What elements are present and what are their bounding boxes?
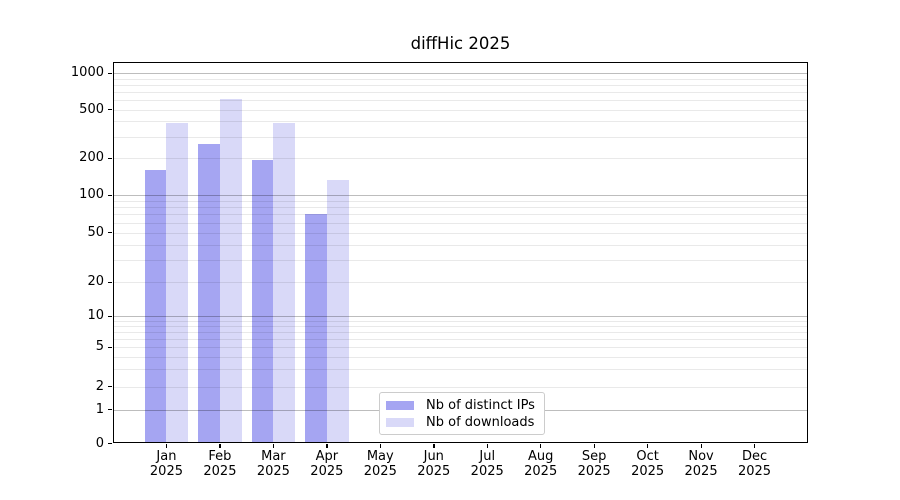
minor-gridline [113,386,808,388]
legend-row-distinct-ips: Nb of distinct IPs [380,397,544,414]
legend-row-downloads: Nb of downloads [380,414,544,431]
x-tick-mark [272,444,275,448]
x-tick-label-sep: Sep 2025 [577,449,611,479]
major-gridline [113,316,808,317]
minor-gridline [113,78,808,80]
x-tick-label-feb: Feb 2025 [203,449,237,479]
y-tick-label-2: 2 [95,378,104,394]
y-tick-mark [108,109,112,111]
y-tick-label-10: 10 [87,308,104,323]
x-tick-mark [540,444,542,448]
x-tick-mark [326,444,328,448]
y-tick-label-500: 500 [79,101,104,117]
y-tick-label-1: 1 [95,401,104,417]
minor-gridline [113,121,808,123]
minor-gridline [113,282,808,283]
x-tick-label-mar: Mar 2025 [256,449,290,479]
minor-gridline [113,244,808,246]
minor-gridline [113,338,808,340]
y-tick-label-200: 200 [79,150,104,166]
minor-gridline [113,109,808,111]
minor-gridline [113,369,808,371]
y-tick-mark [108,386,112,388]
minor-gridline [113,200,808,202]
minor-gridline [113,222,808,224]
y-tick-mark [108,409,112,411]
y-tick-label-100: 100 [79,187,104,202]
minor-gridline [113,214,808,216]
y-tick-mark [108,315,112,317]
y-tick-mark [108,232,112,234]
legend-label-downloads: Nb of downloads [426,415,535,430]
x-tick-label-jan: Jan 2025 [149,449,183,479]
x-tick-label-aug: Aug 2025 [524,449,558,479]
y-tick-mark [108,281,112,283]
bar-apr-distinct-ips [305,214,327,443]
x-tick-mark [754,444,756,448]
x-tick-label-oct: Oct 2025 [631,449,665,479]
x-tick-label-may: May 2025 [363,449,397,479]
y-tick-label-20: 20 [87,274,104,289]
minor-gridline [113,325,808,327]
minor-gridline [113,158,808,160]
downloads-swatch [386,418,414,427]
legend-label-distinct-ips: Nb of distinct IPs [426,398,535,413]
x-tick-mark [433,444,435,448]
y-tick-mark [108,194,112,196]
legend: Nb of distinct IPs Nb of downloads [379,392,545,435]
x-tick-mark [593,444,595,448]
minor-gridline [113,91,808,93]
x-tick-mark [219,444,221,448]
bar-jan-downloads [166,123,189,443]
major-gridline [113,73,808,75]
minor-gridline [113,99,808,101]
y-tick-mark [108,346,112,348]
minor-gridline [113,320,808,322]
x-tick-label-jul: Jul 2025 [470,449,504,479]
x-tick-mark [486,444,489,448]
minor-gridline [113,84,808,86]
bar-feb-distinct-ips [198,144,220,443]
minor-gridline [113,232,808,234]
x-tick-label-jun: Jun 2025 [417,449,451,479]
x-tick-label-dec: Dec 2025 [737,449,772,479]
y-tick-label-1000: 1000 [70,65,104,81]
plot-area [113,62,808,443]
minor-gridline [113,356,808,358]
bar-feb-downloads [219,99,242,443]
minor-gridline [113,207,808,209]
x-tick-label-nov: Nov 2025 [684,449,718,479]
x-tick-mark [647,444,649,448]
y-tick-mark [108,72,112,75]
chart-title: diffHic 2025 [410,34,511,53]
y-tick-mark [108,443,112,445]
bar-mar-distinct-ips [251,160,274,443]
bar-apr-downloads [326,179,349,443]
x-tick-mark [165,444,168,448]
distinct-ips-swatch [386,401,414,410]
y-tick-label-0: 0 [95,435,104,451]
minor-gridline [113,136,808,138]
x-tick-mark [379,444,382,448]
y-tick-label-5: 5 [95,339,104,354]
x-tick-label-apr: Apr 2025 [310,449,344,479]
bar-jan-distinct-ips [144,170,167,443]
y-tick-mark [108,157,112,160]
major-gridline [113,195,808,196]
x-tick-mark [700,444,702,448]
minor-gridline [113,331,808,333]
y-tick-label-50: 50 [87,224,104,240]
minor-gridline [113,260,808,262]
minor-gridline [113,347,808,348]
bar-mar-downloads [273,122,296,443]
